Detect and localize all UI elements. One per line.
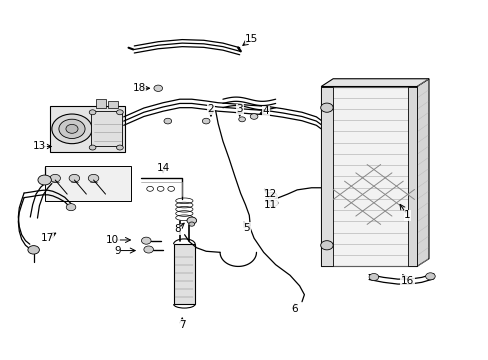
Text: 16: 16 bbox=[400, 275, 413, 285]
Text: 4: 4 bbox=[262, 106, 269, 116]
Text: 6: 6 bbox=[291, 304, 298, 314]
Circle shape bbox=[320, 241, 332, 250]
Bar bbox=[321, 86, 416, 266]
Circle shape bbox=[188, 222, 194, 226]
Circle shape bbox=[116, 145, 123, 150]
Circle shape bbox=[88, 174, 99, 182]
Text: 7: 7 bbox=[179, 320, 185, 330]
Text: 13: 13 bbox=[33, 141, 46, 152]
Bar bbox=[91, 111, 122, 147]
Circle shape bbox=[143, 246, 153, 253]
Circle shape bbox=[89, 145, 96, 150]
Circle shape bbox=[186, 217, 196, 224]
Circle shape bbox=[320, 103, 332, 112]
Circle shape bbox=[69, 174, 80, 182]
Circle shape bbox=[89, 110, 96, 115]
Bar bbox=[407, 86, 416, 266]
Circle shape bbox=[425, 273, 434, 280]
Polygon shape bbox=[416, 79, 428, 266]
Polygon shape bbox=[321, 79, 428, 86]
Circle shape bbox=[50, 174, 61, 182]
Text: 18: 18 bbox=[132, 83, 145, 93]
Text: 14: 14 bbox=[156, 163, 169, 173]
Circle shape bbox=[59, 119, 85, 139]
Text: 17: 17 bbox=[41, 233, 54, 243]
Bar bbox=[44, 166, 131, 201]
Text: 12: 12 bbox=[264, 189, 277, 199]
Circle shape bbox=[52, 114, 92, 144]
Circle shape bbox=[66, 204, 76, 211]
Circle shape bbox=[146, 186, 153, 191]
Circle shape bbox=[38, 175, 51, 185]
Bar bbox=[321, 86, 332, 266]
Circle shape bbox=[141, 237, 151, 244]
Circle shape bbox=[250, 114, 257, 119]
Text: 8: 8 bbox=[174, 224, 181, 234]
Circle shape bbox=[268, 199, 278, 207]
Text: 1: 1 bbox=[403, 210, 410, 220]
Bar bbox=[50, 106, 124, 152]
Circle shape bbox=[202, 118, 209, 124]
Circle shape bbox=[28, 246, 40, 254]
Text: 5: 5 bbox=[243, 222, 250, 233]
Circle shape bbox=[154, 85, 162, 91]
Circle shape bbox=[368, 274, 378, 280]
Circle shape bbox=[66, 125, 78, 133]
Circle shape bbox=[157, 186, 163, 191]
Text: 9: 9 bbox=[114, 246, 121, 256]
Circle shape bbox=[163, 118, 171, 124]
Text: 10: 10 bbox=[106, 235, 119, 245]
Bar bbox=[173, 244, 195, 304]
Bar bbox=[108, 101, 117, 108]
Text: 3: 3 bbox=[236, 104, 243, 114]
Circle shape bbox=[116, 110, 123, 115]
Text: 15: 15 bbox=[244, 34, 258, 44]
Circle shape bbox=[238, 117, 245, 122]
Text: 2: 2 bbox=[207, 104, 214, 114]
Bar bbox=[96, 99, 105, 108]
Circle shape bbox=[167, 186, 174, 191]
Text: 11: 11 bbox=[264, 200, 277, 210]
Circle shape bbox=[267, 192, 277, 199]
